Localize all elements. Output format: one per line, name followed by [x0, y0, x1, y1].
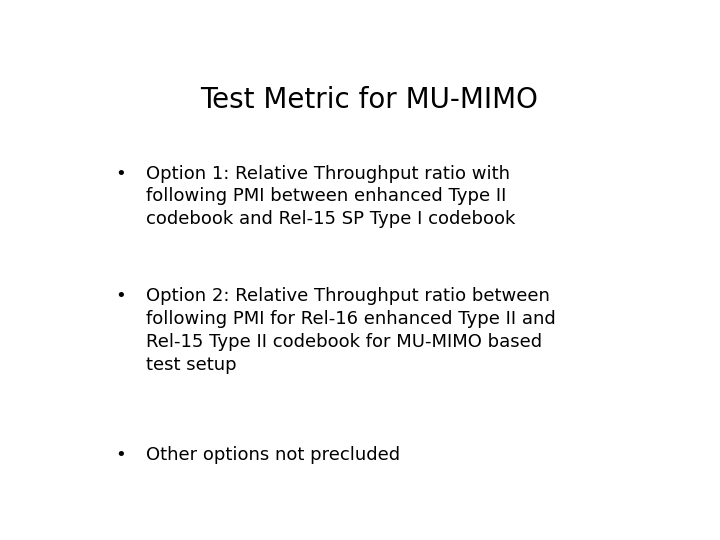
Text: Other options not precluded: Other options not precluded — [145, 446, 400, 464]
Text: Test Metric for MU-MIMO: Test Metric for MU-MIMO — [200, 85, 538, 113]
Text: •: • — [115, 287, 126, 305]
Text: •: • — [115, 446, 126, 464]
Text: Option 1: Relative Throughput ratio with
following PMI between enhanced Type II
: Option 1: Relative Throughput ratio with… — [145, 165, 516, 228]
Text: Option 2: Relative Throughput ratio between
following PMI for Rel-16 enhanced Ty: Option 2: Relative Throughput ratio betw… — [145, 287, 556, 374]
Text: •: • — [115, 165, 126, 183]
